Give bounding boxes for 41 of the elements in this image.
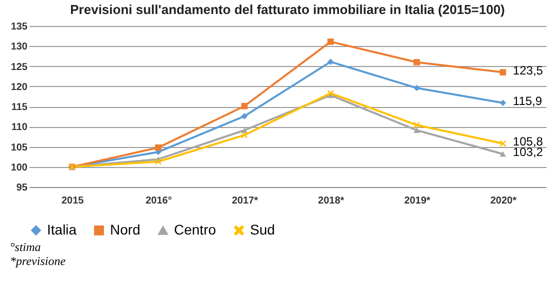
point [414, 59, 420, 66]
data-label: 105,8 [512, 134, 544, 149]
point [241, 102, 248, 110]
point [414, 128, 420, 133]
legend-label: Sud [250, 221, 275, 238]
x-tick-label: 2020* [490, 196, 517, 206]
y-tick-label: 100 [10, 162, 28, 174]
point [155, 158, 162, 165]
point [500, 100, 506, 106]
legend-label: Italia [47, 221, 77, 238]
legend-label: Nord [110, 221, 140, 238]
legend-label: Centro [174, 222, 216, 238]
point [327, 58, 334, 65]
point [500, 69, 506, 76]
x-tick-label: 2015 [61, 196, 84, 206]
point [414, 84, 420, 92]
y-tick-label: 120 [10, 82, 28, 93]
text: °stima [10, 240, 42, 254]
point [327, 38, 334, 45]
x-tick-label: 2019* [404, 196, 430, 206]
y-tick-label: 105 [10, 142, 28, 154]
point [414, 122, 420, 128]
x-tick-label: 2016° [146, 196, 172, 206]
point [241, 113, 248, 120]
text: *previsione [10, 254, 67, 268]
y-tick-label: 125 [10, 62, 28, 73]
point [500, 140, 506, 147]
y-tick-label: 135 [10, 22, 28, 32]
data-label: 123,5 [512, 63, 544, 78]
x-tick-label: 2017* [232, 196, 258, 206]
y-tick-label: 95 [16, 182, 28, 194]
chart-title: Previsioni sull'andamento del fatturato immobiliare in Italia (2015=100) [70, 2, 505, 17]
y-tick-label: 110 [11, 122, 28, 134]
y-tick-label: 115 [11, 102, 28, 113]
point [241, 132, 248, 138]
point [327, 90, 334, 96]
y-tick-label: 130 [10, 42, 28, 53]
x-tick-label: 2018* [318, 196, 344, 206]
data-label: 115,9 [512, 94, 542, 108]
point [500, 151, 506, 157]
point [155, 144, 162, 151]
